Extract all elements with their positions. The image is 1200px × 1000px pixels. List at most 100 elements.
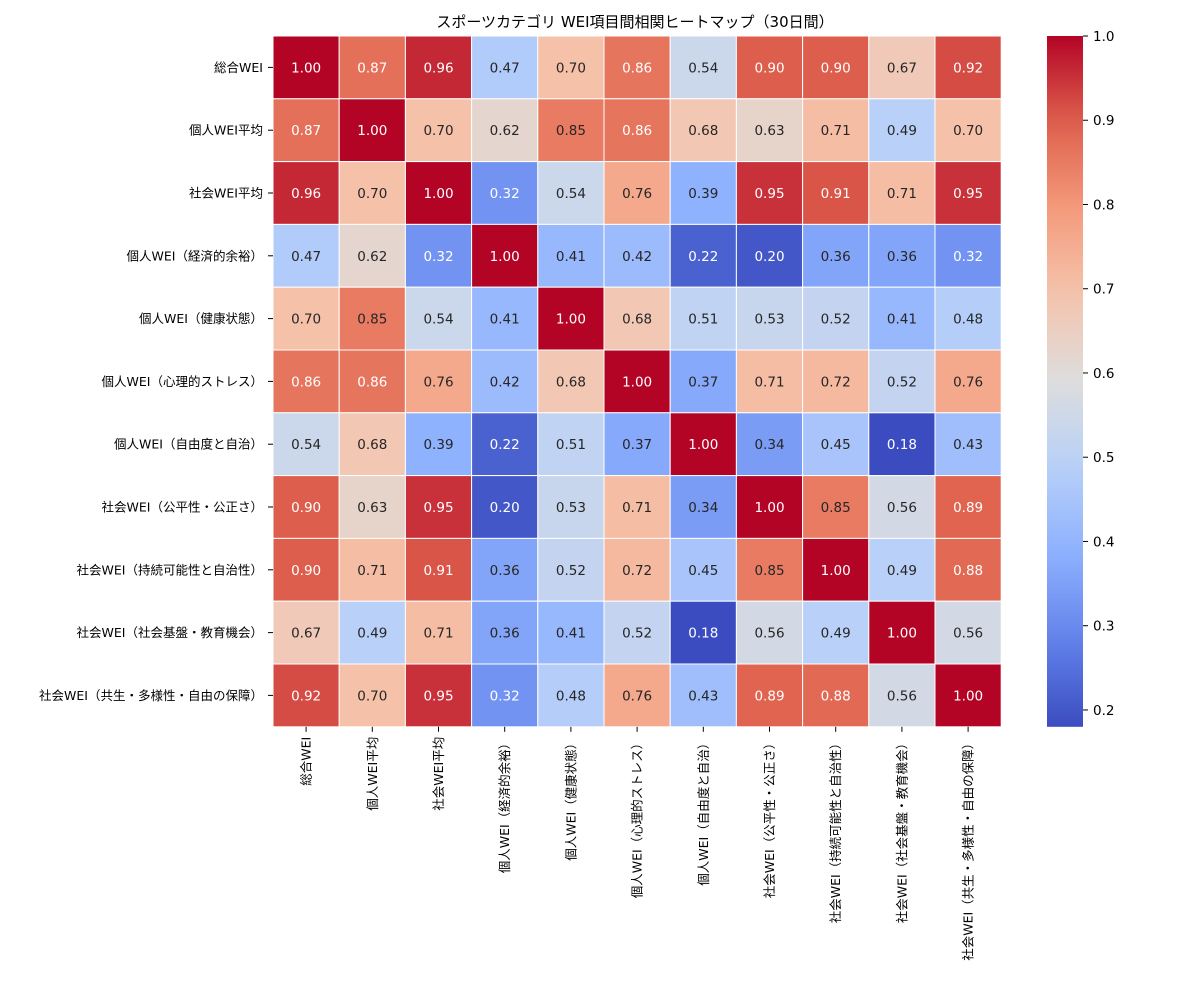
heatmap-cell: [603, 349, 671, 414]
heatmap-cell: [735, 600, 804, 665]
heatmap-cell: [934, 412, 1002, 477]
x-tick-label: 社会WEI（持続可能性と自治性）: [828, 737, 843, 923]
colorbar-gradient: [1047, 36, 1083, 727]
heatmap-cell: [603, 663, 671, 728]
heatmap-cell: [404, 161, 473, 225]
cell-value-label: 0.41: [490, 312, 520, 328]
heatmap-cell: [802, 98, 870, 163]
cell-value-label: 0.76: [622, 688, 652, 704]
cell-value-label: 0.68: [622, 312, 652, 328]
heatmap-cell: [537, 475, 605, 539]
heatmap-cell: [404, 98, 473, 163]
heatmap-cell: [669, 537, 737, 602]
heatmap-cell: [669, 98, 737, 163]
cell-value-label: 0.87: [357, 60, 387, 76]
cell-value-label: 1.00: [357, 123, 387, 139]
cell-value-label: 0.71: [821, 123, 851, 139]
cell-value-label: 0.49: [887, 123, 917, 139]
heatmap-cell: [338, 286, 406, 351]
heatmap-cell: [735, 663, 804, 728]
heatmap-cell: [735, 98, 804, 163]
heatmap-cell: [404, 600, 473, 665]
heatmap-cell: [537, 286, 605, 351]
x-tick-label: 社会WEI（公平性・公正さ）: [762, 737, 777, 898]
heatmap-cell: [603, 161, 671, 225]
heatmap-cell: [802, 537, 870, 602]
heatmap-cell: [471, 537, 539, 602]
cell-value-label: 0.95: [423, 688, 453, 704]
cell-value-label: 0.71: [887, 186, 917, 202]
cell-value-label: 0.47: [291, 249, 321, 265]
x-tick-label: 個人WEI（心理的ストレス）: [630, 737, 645, 898]
cell-value-label: 0.67: [887, 60, 917, 76]
cell-value-label: 0.71: [622, 500, 652, 516]
colorbar-tick-label: 0.4: [1093, 534, 1114, 550]
y-tick-label: 社会WEI平均: [189, 186, 263, 201]
cell-value-label: 0.87: [291, 123, 321, 139]
cell-value-label: 0.32: [423, 249, 453, 265]
cell-value-label: 0.41: [887, 312, 917, 328]
cell-value-label: 0.43: [953, 437, 983, 453]
cell-value-label: 0.34: [688, 500, 718, 516]
cell-value-label: 0.18: [688, 626, 718, 642]
cell-value-label: 1.00: [754, 500, 784, 516]
cell-value-label: 0.52: [556, 563, 586, 579]
heatmap-cell: [272, 412, 340, 477]
heatmap-cell: [404, 223, 473, 288]
y-tick-label: 社会WEI（公平性・公正さ）: [102, 500, 263, 515]
heatmap-cell: [868, 98, 936, 163]
cell-value-label: 0.43: [688, 688, 718, 704]
heatmap-cell: [934, 98, 1002, 163]
cell-value-label: 0.32: [490, 688, 520, 704]
cell-value-label: 0.88: [821, 688, 851, 704]
cell-value-label: 0.32: [953, 249, 983, 265]
cell-value-label: 0.20: [754, 249, 784, 265]
cell-value-label: 0.95: [423, 500, 453, 516]
cell-value-label: 0.63: [357, 500, 387, 516]
cell-value-label: 0.34: [754, 437, 784, 453]
y-tick-label: 社会WEI（持続可能性と自治性）: [77, 562, 263, 577]
cell-value-label: 1.00: [556, 312, 586, 328]
y-tick-label: 個人WEI（心理的ストレス）: [102, 374, 263, 389]
heatmap-cell: [537, 600, 605, 665]
cell-value-label: 0.71: [357, 563, 387, 579]
cell-value-label: 0.52: [821, 312, 851, 328]
cell-value-label: 0.41: [556, 249, 586, 265]
cell-value-label: 0.85: [357, 312, 387, 328]
heatmap-cell: [471, 600, 539, 665]
cell-value-label: 0.96: [423, 60, 453, 76]
heatmap-cell: [272, 600, 340, 665]
cell-value-label: 0.36: [490, 626, 520, 642]
cell-value-label: 0.68: [357, 437, 387, 453]
cell-value-label: 0.70: [357, 688, 387, 704]
cell-value-label: 0.42: [622, 249, 652, 265]
cell-value-label: 0.70: [953, 123, 983, 139]
cell-value-label: 0.91: [821, 186, 851, 202]
cell-value-label: 0.70: [556, 60, 586, 76]
heatmap-cell: [802, 600, 870, 665]
cell-value-label: 0.76: [953, 374, 983, 390]
heatmap-cell: [934, 349, 1002, 414]
cell-value-label: 0.72: [821, 374, 851, 390]
cell-value-label: 0.70: [357, 186, 387, 202]
cell-value-label: 0.52: [887, 374, 917, 390]
heatmap-cell: [404, 286, 473, 351]
heatmap-cell: [404, 35, 473, 100]
heatmap-cell: [272, 349, 340, 414]
cell-value-label: 0.89: [953, 500, 983, 516]
cell-value-label: 0.45: [821, 437, 851, 453]
cell-value-label: 0.47: [490, 60, 520, 76]
cell-value-label: 1.00: [953, 688, 983, 704]
heatmap-cell: [603, 35, 671, 100]
cell-value-label: 0.20: [490, 500, 520, 516]
y-tick-label: 個人WEI平均: [189, 123, 263, 138]
heatmap-cell: [338, 35, 406, 100]
colorbar-tick-label: 0.2: [1093, 703, 1114, 719]
heatmap-cell: [735, 412, 804, 477]
heatmap-cell: [802, 349, 870, 414]
x-tick-label: 社会WEI平均: [431, 737, 446, 811]
heatmap-cell: [868, 663, 936, 728]
heatmap-cell: [603, 475, 671, 539]
heatmap-cell: [404, 412, 473, 477]
